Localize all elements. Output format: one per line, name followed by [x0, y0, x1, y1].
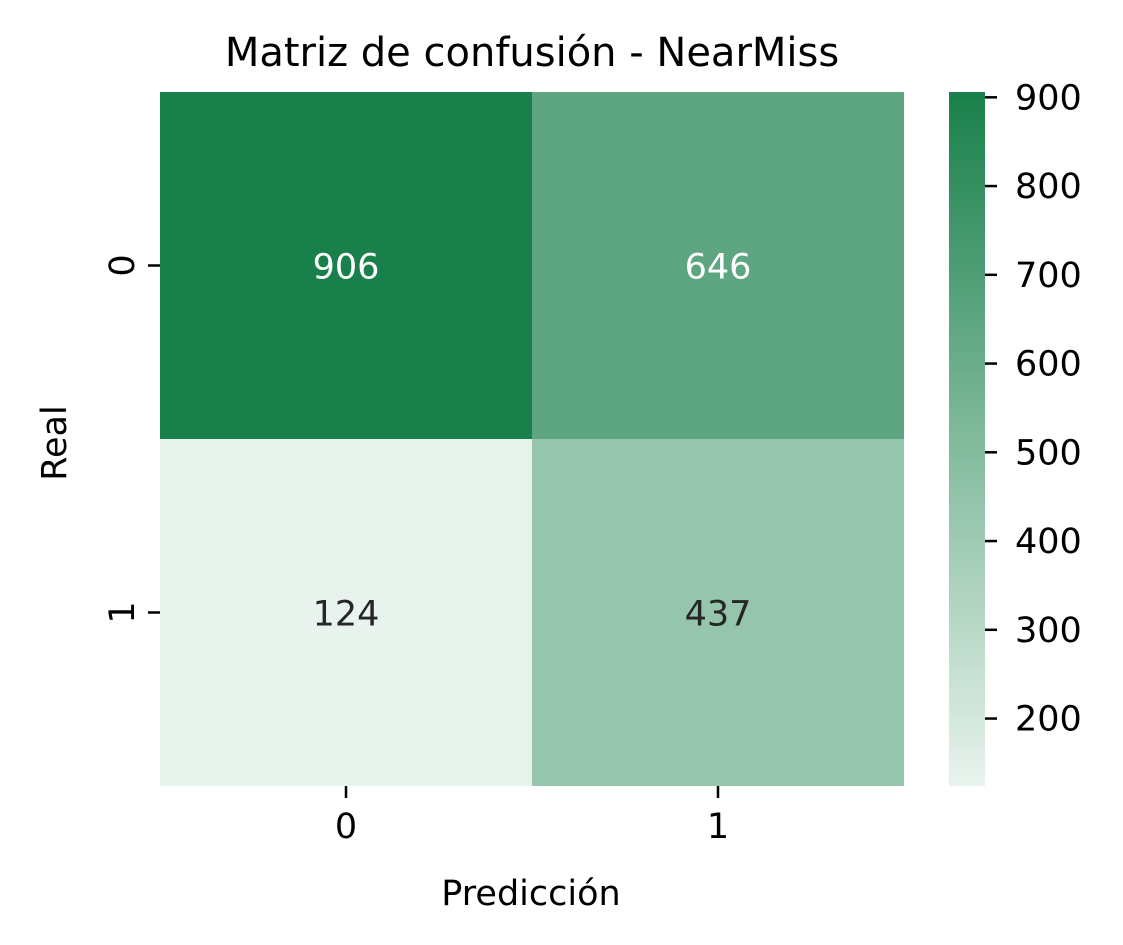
heatmap-cell-r0-c1: [532, 92, 904, 439]
x-tick-label: 0: [335, 807, 357, 847]
colorbar-tick-label: 800: [1015, 167, 1082, 207]
cell-value-label: 906: [313, 248, 380, 288]
colorbar: [949, 92, 985, 786]
colorbar-tick-label: 400: [1015, 522, 1082, 562]
colorbar-tick-label: 600: [1015, 345, 1082, 385]
heatmap-cell-r1-c1: [532, 439, 904, 786]
cell-value-label: 646: [685, 248, 752, 288]
colorbar-tick-label: 500: [1015, 433, 1082, 473]
heatmap-cells: [160, 92, 904, 786]
heatmap-cell-r1-c0: [160, 439, 532, 786]
colorbar-tick-label: 200: [1015, 700, 1082, 740]
y-axis: 01: [103, 254, 160, 624]
y-tick-label: 0: [103, 254, 143, 276]
colorbar-ticks: 200 300 400 500 600 700 800 900: [985, 78, 1082, 740]
colorbar-tick-label: 900: [1015, 78, 1082, 118]
x-axis-label: Predicción: [441, 874, 620, 914]
y-tick-label: 1: [103, 601, 143, 623]
colorbar-tick-label: 700: [1015, 256, 1082, 296]
x-tick-label: 1: [707, 807, 729, 847]
chart-title: Matriz de confusión - NearMiss: [225, 30, 839, 76]
heatmap-cell-r0-c0: [160, 92, 532, 439]
colorbar-tick-label: 300: [1015, 611, 1082, 651]
heatmap-cell-labels: 906 646 124 437: [313, 248, 752, 635]
y-axis-label: Real: [35, 405, 75, 480]
cell-value-label: 124: [313, 595, 380, 635]
cell-value-label: 437: [685, 595, 752, 635]
